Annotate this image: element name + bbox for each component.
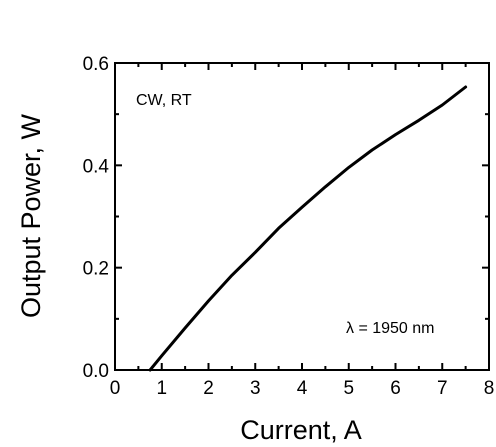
x-tick-label: 1 bbox=[156, 378, 167, 399]
annotation-conditions: CW, RT bbox=[136, 92, 192, 109]
x-tick-label: 0 bbox=[110, 378, 121, 399]
annotation-wavelength: λ = 1950 nm bbox=[346, 320, 435, 337]
y-tick-label: 0.4 bbox=[83, 156, 110, 177]
plot-frame bbox=[114, 62, 490, 371]
y-tick-label: 0.6 bbox=[83, 54, 109, 75]
x-tick-label: 8 bbox=[484, 378, 495, 399]
tick-labels: 0 1 2 3 4 5 6 7 8 0.0 0.2 0.4 0.6 bbox=[83, 54, 495, 399]
x-axis-title: Current, A bbox=[240, 415, 362, 445]
x-tick-label: 4 bbox=[297, 378, 308, 399]
x-tick-label: 7 bbox=[437, 378, 448, 399]
y-tick-label: 0.0 bbox=[83, 361, 109, 382]
x-tick-label: 5 bbox=[343, 378, 354, 399]
x-tick-label: 3 bbox=[250, 378, 261, 399]
y-tick-label: 0.2 bbox=[83, 259, 109, 280]
x-tick-label: 6 bbox=[390, 378, 401, 399]
x-tick-label: 2 bbox=[203, 378, 214, 399]
y-axis-title: Output Power, W bbox=[16, 113, 46, 318]
series-line bbox=[148, 85, 468, 372]
